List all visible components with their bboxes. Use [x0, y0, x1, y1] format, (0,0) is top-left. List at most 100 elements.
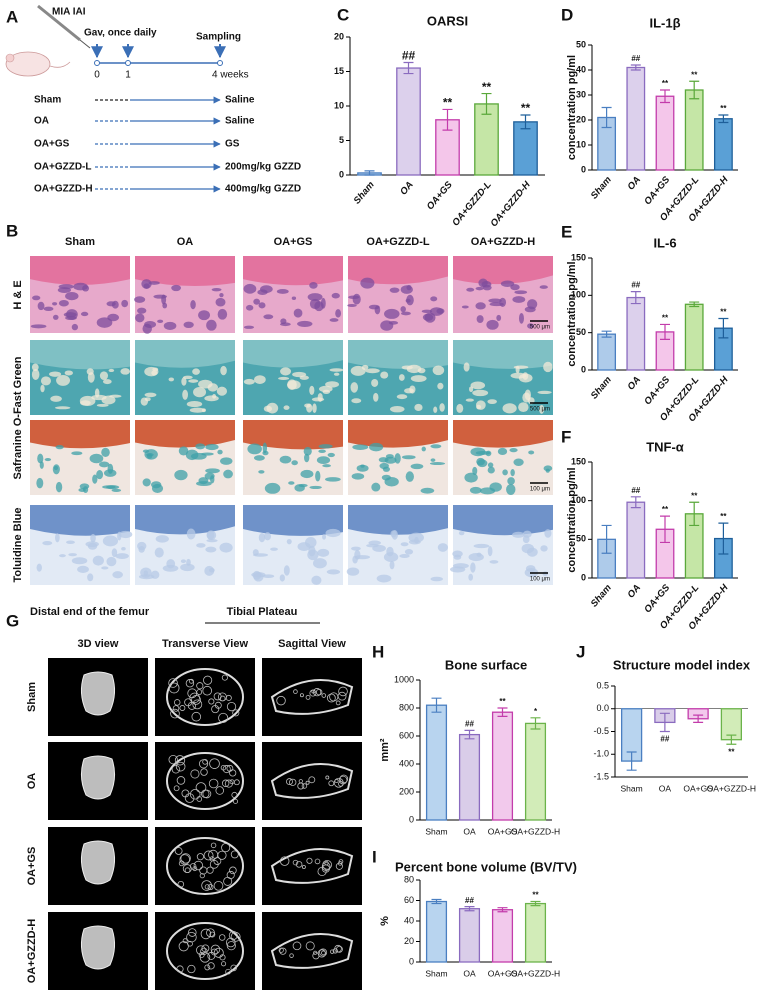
tissue-blob: [291, 460, 298, 466]
trabecula: [230, 850, 239, 859]
tissue-blob: [315, 470, 321, 482]
y-tick-label: 15: [334, 66, 344, 76]
tissue-blob: [37, 453, 44, 464]
x-tick-label: OA+GS: [683, 783, 713, 793]
x-tick-label: OA+GS: [425, 179, 455, 212]
tissue-blob: [168, 377, 175, 382]
bone-3d: [80, 925, 116, 970]
chart-title: IL-1β: [649, 15, 680, 30]
microct-image: [262, 742, 362, 820]
tissue-blob: [143, 283, 150, 289]
trabecula: [335, 700, 341, 706]
tissue-blob: [71, 557, 88, 565]
tissue-blob: [379, 462, 389, 470]
tissue-blob: [399, 554, 410, 559]
tissue-blob: [212, 394, 217, 399]
panel-label: H: [372, 642, 384, 661]
bar: [491, 909, 514, 963]
tissue-blob: [205, 546, 217, 553]
tissue-blob: [389, 560, 395, 570]
tissue-blob: [276, 289, 289, 294]
trabecula: [232, 798, 239, 804]
tissue-blob: [466, 287, 475, 292]
tissue-blob: [254, 375, 266, 384]
y-axis-label: %: [379, 916, 391, 926]
significance-label: **: [482, 80, 492, 94]
column-header: Transverse View: [162, 638, 248, 650]
trabecula: [215, 786, 224, 795]
tissue-blob: [521, 543, 535, 554]
trabecula: [204, 964, 211, 971]
y-tick-label: 0.0: [596, 703, 609, 713]
tissue-blob: [376, 574, 392, 583]
tissue-blob: [182, 375, 193, 380]
error-bar: [520, 114, 531, 130]
tissue-blob: [50, 395, 62, 402]
tissue-blob: [543, 465, 553, 472]
x-tick-label: OA: [625, 374, 643, 392]
treatment-label: 400mg/kg GZZD: [225, 184, 301, 195]
trabecula: [208, 849, 219, 860]
tissue-blob: [80, 311, 89, 317]
y-tick-label: 20: [576, 114, 586, 124]
trabecula: [196, 682, 204, 690]
tissue-blob: [472, 466, 478, 476]
bone-3d: [80, 671, 116, 716]
tissue-blob: [311, 397, 325, 402]
tissue-blob: [388, 321, 399, 325]
tissue-blob: [36, 477, 44, 489]
bar: [684, 89, 704, 171]
y-tick-label: 100: [571, 495, 586, 505]
tissue-blob: [468, 573, 474, 581]
significance-label: **: [720, 104, 727, 113]
trabecula: [187, 928, 197, 937]
tissue-blob: [346, 567, 360, 576]
tissue-blob: [220, 457, 233, 465]
trabecula: [308, 776, 316, 784]
tissue-layer: [30, 420, 130, 449]
tissue-blob: [404, 549, 414, 555]
tissue-blob: [288, 481, 295, 485]
tissue-blob: [279, 574, 285, 582]
tissue-blob: [180, 559, 186, 564]
trabecula: [221, 961, 227, 967]
tissue-blob: [372, 544, 386, 552]
tissue-blob: [485, 450, 492, 457]
tissue-blob: [525, 565, 536, 572]
tissue-blob: [437, 543, 448, 552]
chart-title: Percent bone volume (BV/TV): [395, 859, 577, 874]
tissue-blob: [157, 319, 164, 323]
image-art: [30, 256, 553, 990]
tissue-blob: [351, 398, 362, 404]
tissue-blob: [518, 312, 524, 324]
tissue-blob: [53, 465, 59, 471]
tissue-layer: [348, 340, 448, 369]
tissue-blob: [92, 555, 104, 566]
tissue-blob: [386, 546, 394, 557]
tissue-blob: [42, 541, 53, 546]
group-label: Sham: [34, 95, 61, 106]
y-tick-label: 1000: [394, 674, 414, 684]
scale-bar-label: 100 μm: [530, 487, 550, 493]
tissue-blob: [400, 542, 409, 547]
bone-section: [166, 752, 244, 810]
tissue-blob: [206, 530, 215, 540]
tissue-blob: [171, 284, 181, 292]
y-tick-label: 20: [334, 31, 344, 41]
chart-title: Bone surface: [445, 657, 527, 672]
significance-label: ##: [465, 896, 474, 905]
tissue-blob: [143, 570, 149, 577]
tissue-blob: [186, 528, 196, 540]
tissue-blob: [59, 554, 66, 558]
tissue-blob: [217, 449, 223, 455]
error-bar: [630, 64, 641, 71]
tissue-blob: [329, 318, 339, 322]
y-tick-label: 100: [571, 290, 586, 300]
bar: [513, 121, 538, 176]
bar: [655, 95, 675, 171]
tissue-blob: [260, 285, 273, 293]
trabecula: [225, 968, 231, 975]
tissue-blob: [513, 458, 524, 466]
trabecula: [226, 941, 236, 951]
tissue-blob: [96, 317, 113, 328]
